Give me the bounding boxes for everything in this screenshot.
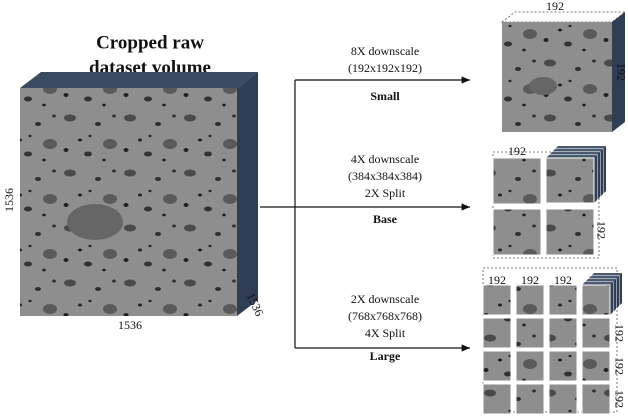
tile-top: [582, 282, 613, 285]
tile-side: [619, 273, 622, 306]
height-label: 1536: [2, 188, 16, 212]
tile-side: [610, 282, 613, 315]
branch-name: Small: [370, 89, 400, 103]
tile-top: [588, 276, 619, 279]
cube-top: [500, 11, 627, 23]
branch-text: 2X Split: [365, 186, 406, 200]
branch-text: (768x768x768): [348, 309, 422, 323]
tile-face: [482, 317, 512, 349]
branch-name: Large: [370, 349, 401, 363]
tile-face: [548, 317, 578, 349]
tile-top: [591, 273, 622, 276]
tile-top: [552, 149, 603, 152]
tile-face: [545, 208, 595, 256]
tile-side: [597, 152, 600, 200]
side-label: 192: [614, 63, 628, 81]
tile-top: [585, 279, 616, 282]
tile-face: [515, 317, 545, 349]
branch-name: Base: [373, 212, 398, 226]
branch-text: 4X downscale: [351, 152, 419, 166]
side-label: 192: [612, 390, 626, 408]
tile-face: [581, 350, 611, 382]
side-label: 192: [612, 324, 626, 342]
pore: [529, 77, 557, 95]
tile-face: [548, 350, 578, 382]
top-label: 192: [488, 273, 506, 287]
outline: [492, 151, 600, 259]
branch-text: 4X Split: [365, 326, 406, 340]
tile-top: [549, 152, 600, 155]
tile-side: [594, 155, 597, 203]
branch-text: 8X downscale: [351, 44, 419, 58]
tile-side: [613, 279, 616, 312]
pore: [67, 204, 123, 240]
cube-face: [20, 88, 237, 316]
tile-face: [548, 284, 578, 316]
tile-face: [492, 157, 542, 205]
side-label: 192: [594, 221, 608, 239]
tile-top: [546, 155, 597, 158]
branch-text: (384x384x384): [348, 169, 422, 183]
tile-side: [600, 149, 603, 197]
tile-side: [603, 146, 606, 194]
title-line: Cropped raw: [96, 32, 204, 53]
branch-text: 2X downscale: [351, 292, 419, 306]
tile-face: [482, 284, 512, 316]
tile-face: [581, 284, 611, 316]
cube-side: [237, 72, 258, 316]
tile-face: [548, 383, 578, 415]
tile-face: [545, 157, 595, 204]
tile-side: [616, 276, 619, 309]
width-label: 1536: [118, 318, 142, 332]
top-label: 192: [521, 273, 539, 287]
tile-face: [482, 383, 512, 415]
top-label: 192: [546, 0, 564, 13]
large-tiles: [482, 267, 622, 415]
top-label: 192: [508, 144, 526, 158]
tile-face: [492, 208, 542, 256]
tile-face: [581, 383, 611, 415]
cube-face: [502, 22, 612, 132]
tile-face: [581, 317, 611, 349]
tile-face: [515, 350, 545, 382]
base-tiles: [492, 146, 606, 259]
top-label: 192: [554, 273, 572, 287]
tile-face: [515, 284, 545, 316]
tile-face: [515, 383, 545, 415]
cube-side: [612, 12, 625, 132]
side-label: 192: [612, 357, 626, 375]
cube-top: [20, 72, 258, 88]
tile-face: [482, 350, 512, 382]
tile-top: [555, 146, 606, 149]
branch-text: (192x192x192): [348, 61, 422, 75]
